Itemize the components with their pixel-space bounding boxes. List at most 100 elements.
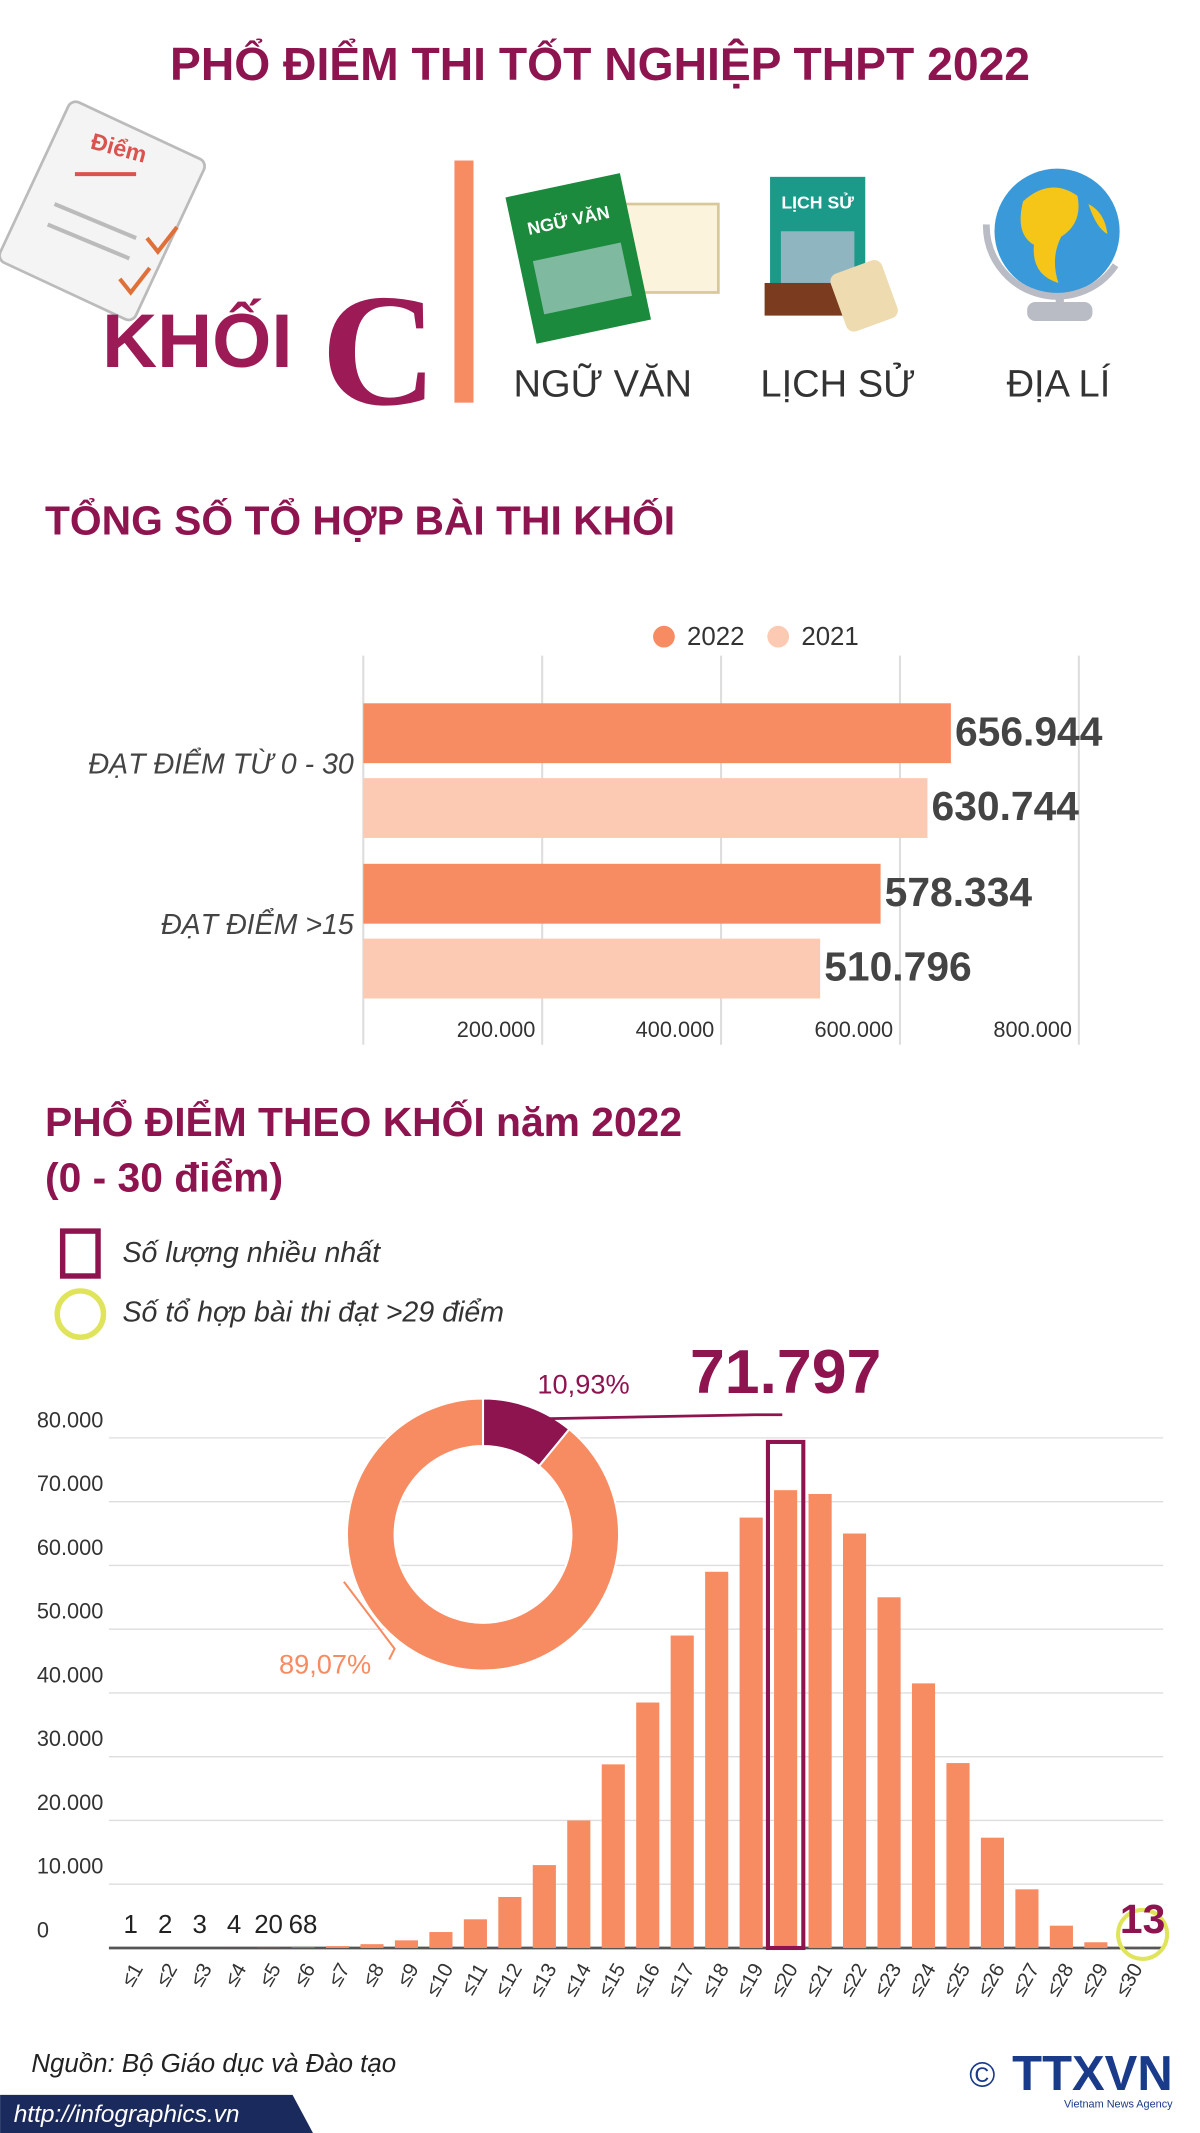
- category-label: ĐẠT ĐIỂM >15: [161, 909, 354, 941]
- x-tick-label: ≤13: [526, 1960, 562, 2000]
- x-tick-label: ≤1: [118, 1960, 148, 1991]
- x-tick-label: ≤8: [359, 1960, 389, 1991]
- x-tick-label: ≤16: [629, 1960, 665, 2000]
- donut-label: 10,93%: [537, 1368, 629, 1399]
- value-label: 71.797: [690, 1337, 881, 1407]
- bar: [980, 1837, 1005, 1948]
- site: http://infographics.vn: [14, 2101, 240, 2128]
- x-tick-label: ≤25: [939, 1960, 975, 2000]
- bar: [946, 1763, 970, 1948]
- globe-icon: [982, 168, 1120, 322]
- y-tick-label: 20.000: [37, 1790, 104, 1815]
- bar: [363, 703, 951, 764]
- leader-line: [343, 1581, 396, 1661]
- bar: [363, 778, 928, 838]
- x-tick-label: ≤2: [152, 1960, 182, 1991]
- y-tick-label: 60.000: [37, 1535, 104, 1560]
- section-title: TỔNG SỐ TỔ HỢP BÀI THI KHỐI: [45, 497, 675, 544]
- x-tick-label: ≤24: [905, 1960, 941, 2000]
- agency: Vietnam News Agency: [1064, 2098, 1173, 2110]
- y-tick-label: 40.000: [37, 1662, 104, 1687]
- x-tick-label: ≤17: [663, 1960, 699, 2000]
- x-tick-label: ≤4: [221, 1960, 251, 1991]
- y-tick-label: 50.000: [37, 1599, 104, 1624]
- bar: [394, 1940, 419, 1948]
- value-label: 20: [254, 1911, 283, 1939]
- value-label: 68: [289, 1911, 318, 1939]
- leader-line: [524, 1413, 783, 1421]
- icon-label: LỊCH SỬ: [781, 192, 854, 213]
- bar: [670, 1635, 694, 1948]
- y-tick-label: 10.000: [37, 1854, 104, 1879]
- x-tick-label: ≤6: [290, 1960, 320, 1991]
- value-label: 3: [192, 1911, 206, 1939]
- x-tick-label: ≤12: [491, 1960, 527, 2000]
- y-tick-label: 30.000: [37, 1726, 104, 1751]
- x-tick-label: ≤29: [1077, 1960, 1113, 2000]
- x-tick-label: ≤10: [422, 1960, 458, 2000]
- donut-label: 89,07%: [279, 1649, 371, 1680]
- x-tick-label: ≤18: [698, 1960, 734, 2000]
- value-label: 578.334: [885, 869, 1033, 915]
- bar: [532, 1865, 556, 1948]
- x-tick-label: ≤5: [255, 1960, 285, 1991]
- x-tick-label: ≤27: [1008, 1960, 1044, 2000]
- bar: [739, 1517, 763, 1948]
- source: Nguồn: Bộ Giáo dục và Đào tạo: [31, 2050, 396, 2078]
- bar: [363, 938, 821, 999]
- x-tick-label: ≤15: [594, 1960, 630, 2000]
- bar: [877, 1597, 901, 1948]
- bar: [1049, 1925, 1073, 1948]
- bar: [843, 1533, 867, 1948]
- bar: [498, 1896, 522, 1948]
- subject: ĐỊA LÍ: [1007, 362, 1111, 405]
- x-tick-label: ≤21: [801, 1960, 837, 2000]
- value-label: 2: [158, 1911, 172, 1939]
- value-label: 4: [227, 1911, 241, 1939]
- x-tick-label: ≤9: [393, 1960, 423, 1991]
- footer-band: [0, 2094, 313, 2133]
- x-tick-label: ≤11: [457, 1960, 492, 1999]
- x-tick-label: ≤19: [732, 1960, 768, 2000]
- x-tick-label: ≤20: [767, 1960, 803, 2000]
- book-icon: NGỮ VĂN: [505, 173, 720, 344]
- bar: [705, 1571, 729, 1948]
- legend-label: 2021: [801, 623, 858, 651]
- highlight-box: [765, 1439, 806, 1951]
- value-label: 13: [1120, 1896, 1165, 1942]
- x-tick-label: 200.000: [457, 1017, 536, 1042]
- x-tick-label: ≤30: [1112, 1960, 1148, 2000]
- bar: [808, 1493, 832, 1948]
- chart-title: PHỔ ĐIỂM THEO KHỐI năm 2022: [45, 1098, 682, 1145]
- x-tick-label: ≤23: [870, 1960, 906, 2000]
- chart-subtitle: (0 - 30 điểm): [45, 1155, 283, 1201]
- x-tick-label: ≤14: [560, 1960, 596, 2000]
- legend-label: 2022: [687, 623, 744, 651]
- value-label: 656.944: [955, 708, 1103, 754]
- block-letter: C: [321, 261, 437, 439]
- y-tick-label: 70.000: [37, 1471, 104, 1496]
- y-tick-label: 80.000: [37, 1407, 104, 1432]
- bar: [325, 1946, 350, 1948]
- bar: [1084, 1942, 1108, 1948]
- legend-marker: [653, 625, 675, 648]
- bar: [360, 1944, 384, 1948]
- subject: NGỮ VĂN: [513, 361, 692, 405]
- bar: [429, 1932, 453, 1948]
- bar: [463, 1919, 487, 1948]
- bar: [774, 1490, 798, 1948]
- title: PHỔ ĐIỂM THI TỐT NGHIỆP THPT 2022: [170, 38, 1030, 90]
- x-tick-label: ≤26: [974, 1960, 1010, 2000]
- logo: TTXVN: [1012, 2047, 1173, 2101]
- legend-label: Số lượng nhiều nhất: [123, 1237, 382, 1269]
- legend-circle: [54, 1288, 107, 1340]
- book-icon: LỊCH SỬ: [764, 176, 898, 332]
- copyright: ©: [969, 2056, 995, 2095]
- x-tick-label: 400.000: [636, 1017, 715, 1042]
- x-tick-label: ≤7: [324, 1960, 354, 1991]
- bar: [1015, 1889, 1039, 1948]
- subject: LỊCH SỬ: [760, 360, 915, 405]
- x-tick-label: ≤22: [836, 1960, 872, 2000]
- highlight-circle: [1116, 1907, 1170, 1961]
